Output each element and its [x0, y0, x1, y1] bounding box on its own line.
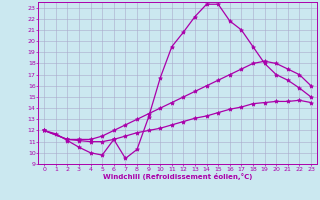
- X-axis label: Windchill (Refroidissement éolien,°C): Windchill (Refroidissement éolien,°C): [103, 173, 252, 180]
